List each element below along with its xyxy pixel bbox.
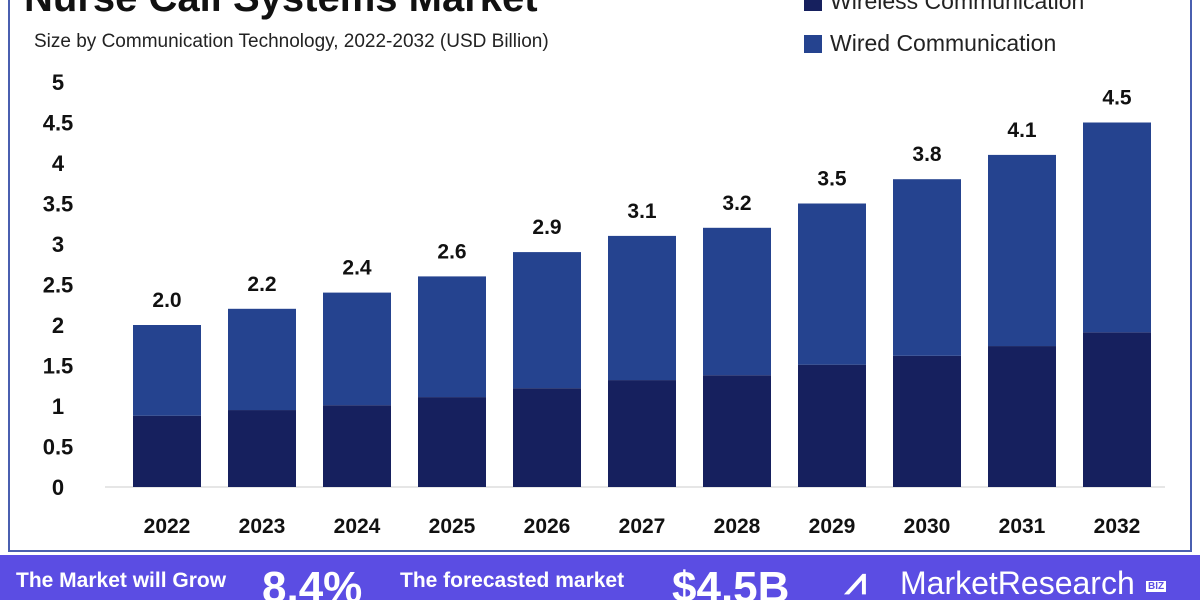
legend-wireless: Wireless Communication — [804, 0, 1084, 15]
chart-title: Nurse Call Systems Market — [24, 0, 538, 21]
x-tick-label: 2024 — [334, 515, 381, 538]
data-label: 3.1 — [627, 200, 657, 223]
bar-wireless — [703, 375, 771, 487]
data-label: 3.8 — [912, 143, 942, 166]
y-tick-label: 3.5 — [43, 192, 74, 217]
grow-value: 8.4% — [262, 563, 363, 612]
y-tick-label: 5 — [52, 70, 64, 95]
data-label: 2.2 — [247, 273, 276, 296]
x-tick-label: 2030 — [904, 515, 951, 538]
brand-name: MarketResearch — [900, 565, 1135, 601]
y-tick-label: 1 — [52, 394, 64, 419]
forecast-value: $4.5B — [672, 563, 790, 612]
bar-wired — [323, 292, 391, 406]
y-tick-label: 1.5 — [43, 354, 74, 379]
bar-wired — [418, 276, 486, 398]
bar-wireless — [323, 405, 391, 487]
forecast-label: The forecasted market — [400, 569, 625, 592]
data-label: 4.1 — [1007, 119, 1037, 142]
data-label: 2.0 — [152, 289, 181, 312]
y-tick-label: 4 — [52, 151, 65, 176]
y-tick-label: 2.5 — [43, 273, 74, 298]
bar-wired — [1083, 122, 1151, 333]
data-label: 2.6 — [437, 240, 466, 263]
bar-wireless — [418, 397, 486, 487]
bar-wired — [608, 235, 676, 381]
bar-wireless — [1083, 332, 1151, 487]
bar-wired — [893, 179, 961, 356]
brand-logo-icon: ⩘ — [845, 561, 867, 603]
footer-banner: The Market will Grow 8.4% The forecasted… — [0, 555, 1200, 612]
data-label: 3.2 — [722, 192, 751, 215]
x-tick-label: 2028 — [714, 515, 761, 538]
y-tick-label: 3 — [52, 232, 64, 257]
legend-swatch — [804, 34, 822, 53]
brand-suffix: BIZ — [1146, 581, 1167, 592]
bar-wireless — [608, 380, 676, 487]
legend-wired: Wired Communication — [804, 30, 1056, 57]
x-tick-label: 2022 — [144, 515, 191, 538]
x-tick-label: 2029 — [809, 515, 856, 538]
bar-wireless — [893, 355, 961, 487]
legend-label: Wireless Communication — [830, 0, 1085, 14]
x-tick-label: 2025 — [429, 515, 476, 538]
legend-label: Wired Communication — [830, 30, 1057, 56]
x-tick-label: 2032 — [1094, 515, 1141, 538]
bar-wireless — [228, 410, 296, 487]
bar-wired — [798, 203, 866, 365]
bar-wired — [988, 154, 1056, 347]
bar-wired — [703, 227, 771, 376]
bar-chart: 0 0.5 1 1.5 2 2.5 3 3.5 4 4.5 5 2.0 2022 2.2 2023 2.4 20… — [43, 70, 1165, 538]
bar-wireless — [798, 364, 866, 487]
data-label: 3.5 — [817, 168, 847, 191]
bar-wired — [228, 308, 296, 411]
x-tick-label: 2027 — [619, 515, 666, 538]
grow-label: The Market will Grow — [16, 569, 227, 592]
bar-wireless — [513, 388, 581, 487]
y-tick-label: 0.5 — [43, 435, 74, 460]
data-label: 4.5 — [1102, 87, 1132, 110]
bar-wireless — [988, 346, 1056, 487]
y-tick-label: 2 — [52, 313, 64, 338]
chart-subtitle: Size by Communication Technology, 2022-2… — [34, 31, 549, 52]
chart-frame — [8, 0, 1192, 552]
x-tick-label: 2031 — [999, 515, 1046, 538]
data-label: 2.9 — [532, 216, 561, 239]
x-tick-label: 2026 — [524, 515, 571, 538]
bar-wired — [513, 252, 581, 389]
y-tick-label: 0 — [52, 475, 64, 500]
bar-wired — [133, 325, 201, 416]
bar-wireless — [133, 415, 201, 487]
legend-swatch — [804, 0, 822, 11]
x-tick-label: 2023 — [239, 515, 286, 538]
data-label: 2.4 — [342, 257, 372, 280]
y-tick-label: 4.5 — [43, 111, 74, 136]
